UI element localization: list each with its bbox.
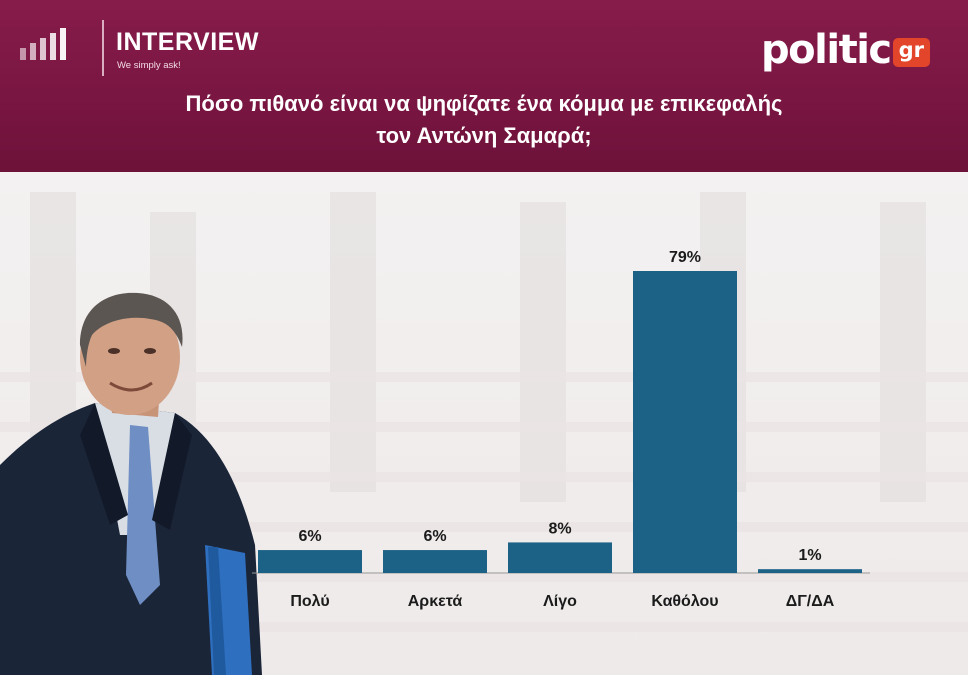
category-label: Καθόλου — [651, 593, 718, 610]
question-title: Πόσο πιθανό είναι να ψηφίζατε ένα κόμμα … — [70, 88, 898, 152]
bar-2 — [508, 542, 612, 573]
brand-tagline: We simply ask! — [117, 60, 181, 71]
bar-value-label: 6% — [298, 528, 321, 545]
question-line-2: τον Αντώνη Σαμαρά; — [376, 123, 592, 148]
bar-1 — [383, 550, 487, 573]
bar-value-label: 8% — [548, 520, 571, 537]
bar-0 — [258, 550, 362, 573]
category-label: Πολύ — [290, 593, 329, 610]
brand-name: INTERVIEW — [116, 28, 259, 56]
bars-logo-icon — [20, 28, 66, 60]
logo-suffix: gr — [892, 37, 930, 67]
bar-3 — [633, 271, 737, 573]
bar-value-label: 79% — [669, 249, 701, 266]
bar-4 — [758, 569, 862, 573]
category-label: ΔΓ/ΔΑ — [786, 593, 835, 610]
politic-logo: politic gr — [761, 26, 930, 74]
category-label: Αρκετά — [408, 593, 463, 610]
header-banner: INTERVIEW We simply ask! politic gr Πόσο… — [0, 0, 968, 172]
brand-divider — [102, 20, 104, 76]
politician-photo — [0, 292, 262, 675]
bar-value-label: 1% — [798, 547, 821, 564]
category-label: Λίγο — [543, 593, 577, 610]
bar-value-label: 6% — [423, 528, 446, 545]
logo-word: politic — [761, 27, 892, 73]
question-line-1: Πόσο πιθανό είναι να ψηφίζατε ένα κόμμα … — [185, 91, 783, 116]
interview-logo: INTERVIEW We simply ask! — [20, 20, 280, 76]
